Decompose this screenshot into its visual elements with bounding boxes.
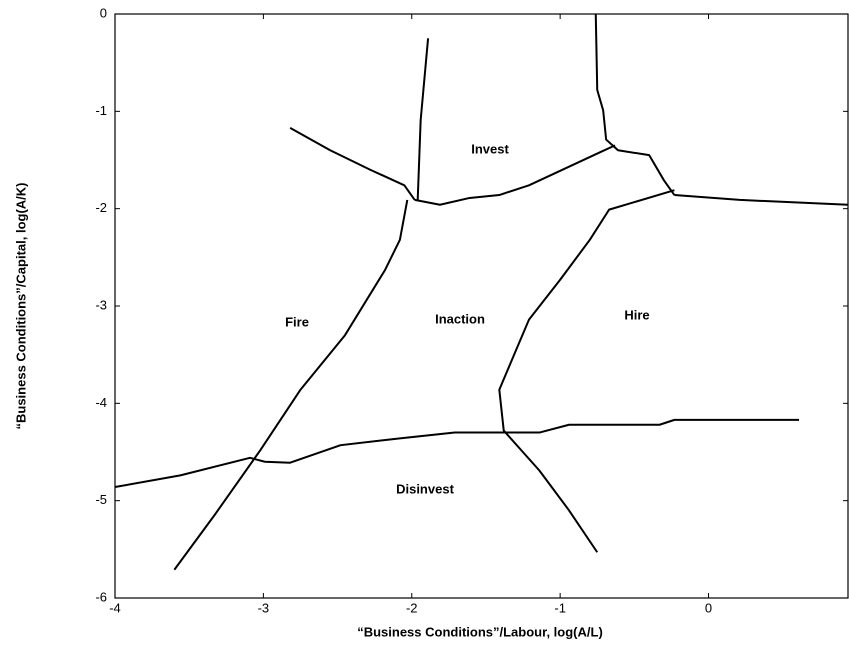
x-tick-label: -4 xyxy=(109,600,121,615)
x-axis-label: “Business Conditions”/Labour, log(A/L) xyxy=(357,624,603,639)
x-tick-label: -2 xyxy=(406,600,418,615)
boundary-line xyxy=(114,418,800,489)
boundary-line xyxy=(498,189,675,553)
boundary-line xyxy=(414,144,616,206)
region-label: Hire xyxy=(624,307,649,322)
y-axis-label: “Business Conditions”/Capital, log(A/K) xyxy=(13,182,28,429)
x-tick-label: -1 xyxy=(554,600,566,615)
y-tick-label: -4 xyxy=(95,395,107,410)
y-tick-label: -2 xyxy=(95,200,107,215)
x-tick-label: -3 xyxy=(258,600,270,615)
region-label: Fire xyxy=(285,314,309,329)
boundary-line xyxy=(173,199,409,571)
x-tick-label: 0 xyxy=(705,600,712,615)
boundary-line xyxy=(674,194,849,206)
boundary-line xyxy=(289,127,416,201)
y-tick-label: -1 xyxy=(95,103,107,118)
y-tick-label: 0 xyxy=(100,5,107,20)
boundary-line xyxy=(416,38,430,200)
y-tick-label: -6 xyxy=(95,589,107,604)
boundary-line xyxy=(594,13,676,196)
y-tick-label: -3 xyxy=(95,297,107,312)
plot-frame xyxy=(114,13,849,599)
region-label: Invest xyxy=(471,141,509,156)
region-label: Inaction xyxy=(435,311,485,326)
region-label: Disinvest xyxy=(396,481,454,496)
y-tick-label: -5 xyxy=(95,492,107,507)
